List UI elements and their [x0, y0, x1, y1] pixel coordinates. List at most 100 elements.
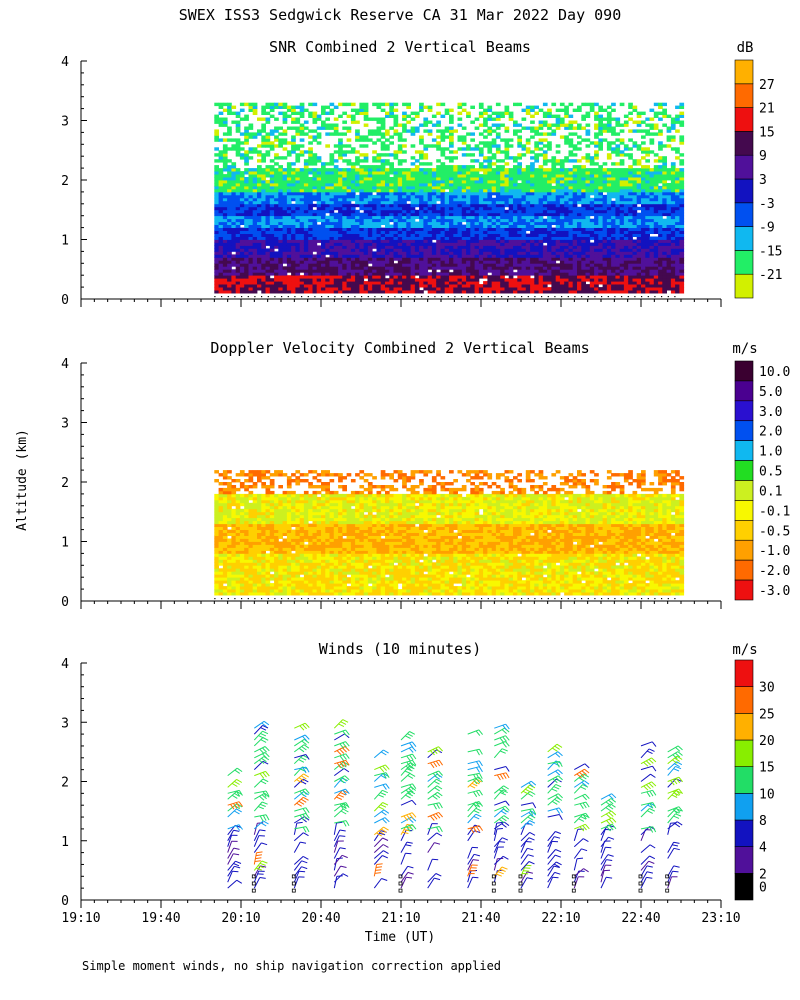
- heatmap-cell: [231, 263, 237, 267]
- heatmap-cell: [265, 105, 271, 109]
- heatmap-cell: [530, 120, 535, 124]
- heatmap-cell: [615, 269, 621, 273]
- heatmap-cell: [393, 218, 399, 223]
- heatmap-cell: [491, 284, 497, 288]
- heatmap-cell: [431, 191, 437, 196]
- heatmap-cell: [461, 275, 467, 279]
- heatmap-cell: [495, 263, 501, 267]
- heatmap-cell: [602, 224, 608, 228]
- heatmap-cell: [623, 144, 629, 148]
- heatmap-cell: [615, 123, 621, 127]
- heatmap-cell: [572, 177, 578, 181]
- heatmap-cell: [380, 188, 386, 193]
- heatmap-cell: [316, 281, 322, 285]
- heatmap-cell: [257, 174, 262, 178]
- heatmap-cell: [218, 180, 224, 184]
- heatmap-cell: [222, 233, 228, 237]
- heatmap-cell: [355, 269, 360, 273]
- heatmap-cell: [282, 215, 288, 220]
- heatmap-cell: [478, 197, 484, 202]
- heatmap-cell: [227, 200, 232, 205]
- heatmap-cell: [222, 266, 228, 270]
- heatmap-cell: [274, 263, 279, 267]
- heatmap-cell: [551, 230, 557, 234]
- heatmap-cell: [619, 200, 625, 205]
- heatmap-cell: [355, 162, 360, 166]
- heatmap-cell: [623, 153, 629, 157]
- heatmap-cell: [547, 236, 552, 240]
- heatmap-cell: [214, 287, 219, 291]
- heatmap-cell: [235, 236, 241, 240]
- heatmap-cell: [623, 123, 629, 127]
- heatmap-cell: [303, 245, 309, 249]
- heatmap-cell: [483, 185, 488, 190]
- heatmap-cell: [495, 123, 501, 127]
- heatmap-cell: [551, 260, 557, 264]
- heatmap-cell: [321, 236, 326, 240]
- heatmap-cell: [321, 239, 326, 243]
- heatmap-cell: [286, 269, 292, 273]
- heatmap-cell: [444, 287, 450, 291]
- heatmap-cell: [551, 251, 557, 255]
- heatmap-cell: [359, 257, 365, 261]
- heatmap-cell: [606, 126, 612, 130]
- heatmap-cell: [414, 266, 420, 270]
- heatmap-cell: [372, 215, 377, 220]
- heatmap-cell: [525, 209, 531, 214]
- heatmap-cell: [598, 230, 603, 234]
- heatmap-cell: [282, 177, 288, 181]
- heatmap-cell: [397, 185, 403, 190]
- heatmap-cell: [606, 209, 612, 214]
- heatmap-cell: [547, 230, 552, 234]
- heatmap-cell: [483, 129, 488, 133]
- heatmap-cell: [274, 168, 279, 172]
- heatmap-cell: [376, 212, 382, 217]
- heatmap-cell: [235, 254, 241, 258]
- heatmap-cell: [444, 126, 450, 130]
- heatmap-cell: [517, 212, 522, 217]
- heatmap-cell: [538, 278, 544, 282]
- heatmap-cell: [257, 251, 262, 255]
- heatmap-cell: [495, 102, 501, 107]
- heatmap-cell: [410, 263, 416, 267]
- heatmap-cell: [231, 260, 237, 264]
- heatmap-cell: [547, 183, 552, 187]
- heatmap-cell: [449, 209, 454, 214]
- heatmap-cell: [581, 290, 586, 294]
- heatmap-cell: [321, 120, 326, 124]
- heatmap-cell: [227, 266, 232, 270]
- heatmap-cell: [346, 221, 352, 225]
- heatmap-cell: [538, 242, 544, 246]
- heatmap-cell: [269, 278, 275, 282]
- heatmap-cell: [239, 269, 245, 273]
- heatmap-cell: [350, 221, 356, 225]
- heatmap-cell: [346, 281, 352, 285]
- heatmap-cell: [495, 269, 501, 273]
- heatmap-cell: [500, 254, 505, 258]
- heatmap-cell: [619, 230, 625, 234]
- heatmap-cell: [346, 114, 352, 118]
- heatmap-cell: [589, 272, 595, 276]
- heatmap-cell: [500, 200, 505, 205]
- heatmap-cell: [611, 236, 616, 240]
- heatmap-cell: [410, 144, 416, 148]
- heatmap-cell: [517, 206, 522, 211]
- heatmap-cell: [248, 248, 254, 252]
- heatmap-cell: [261, 209, 266, 214]
- heatmap-cell: [538, 257, 544, 261]
- heatmap-cell: [555, 162, 561, 166]
- heatmap-cell: [444, 111, 450, 115]
- heatmap-cell: [257, 224, 262, 228]
- heatmap-cell: [359, 138, 365, 142]
- heatmap-cell: [572, 209, 578, 214]
- heatmap-cell: [329, 185, 335, 190]
- heatmap-cell: [414, 263, 420, 267]
- heatmap-cell: [286, 203, 292, 208]
- heatmap-cell: [274, 185, 279, 190]
- heatmap-cell: [222, 185, 228, 190]
- heatmap-cell: [530, 269, 535, 273]
- heatmap-cell: [577, 108, 582, 112]
- heatmap-cell: [504, 266, 510, 270]
- heatmap-cell: [252, 233, 258, 237]
- heatmap-cell: [530, 236, 535, 240]
